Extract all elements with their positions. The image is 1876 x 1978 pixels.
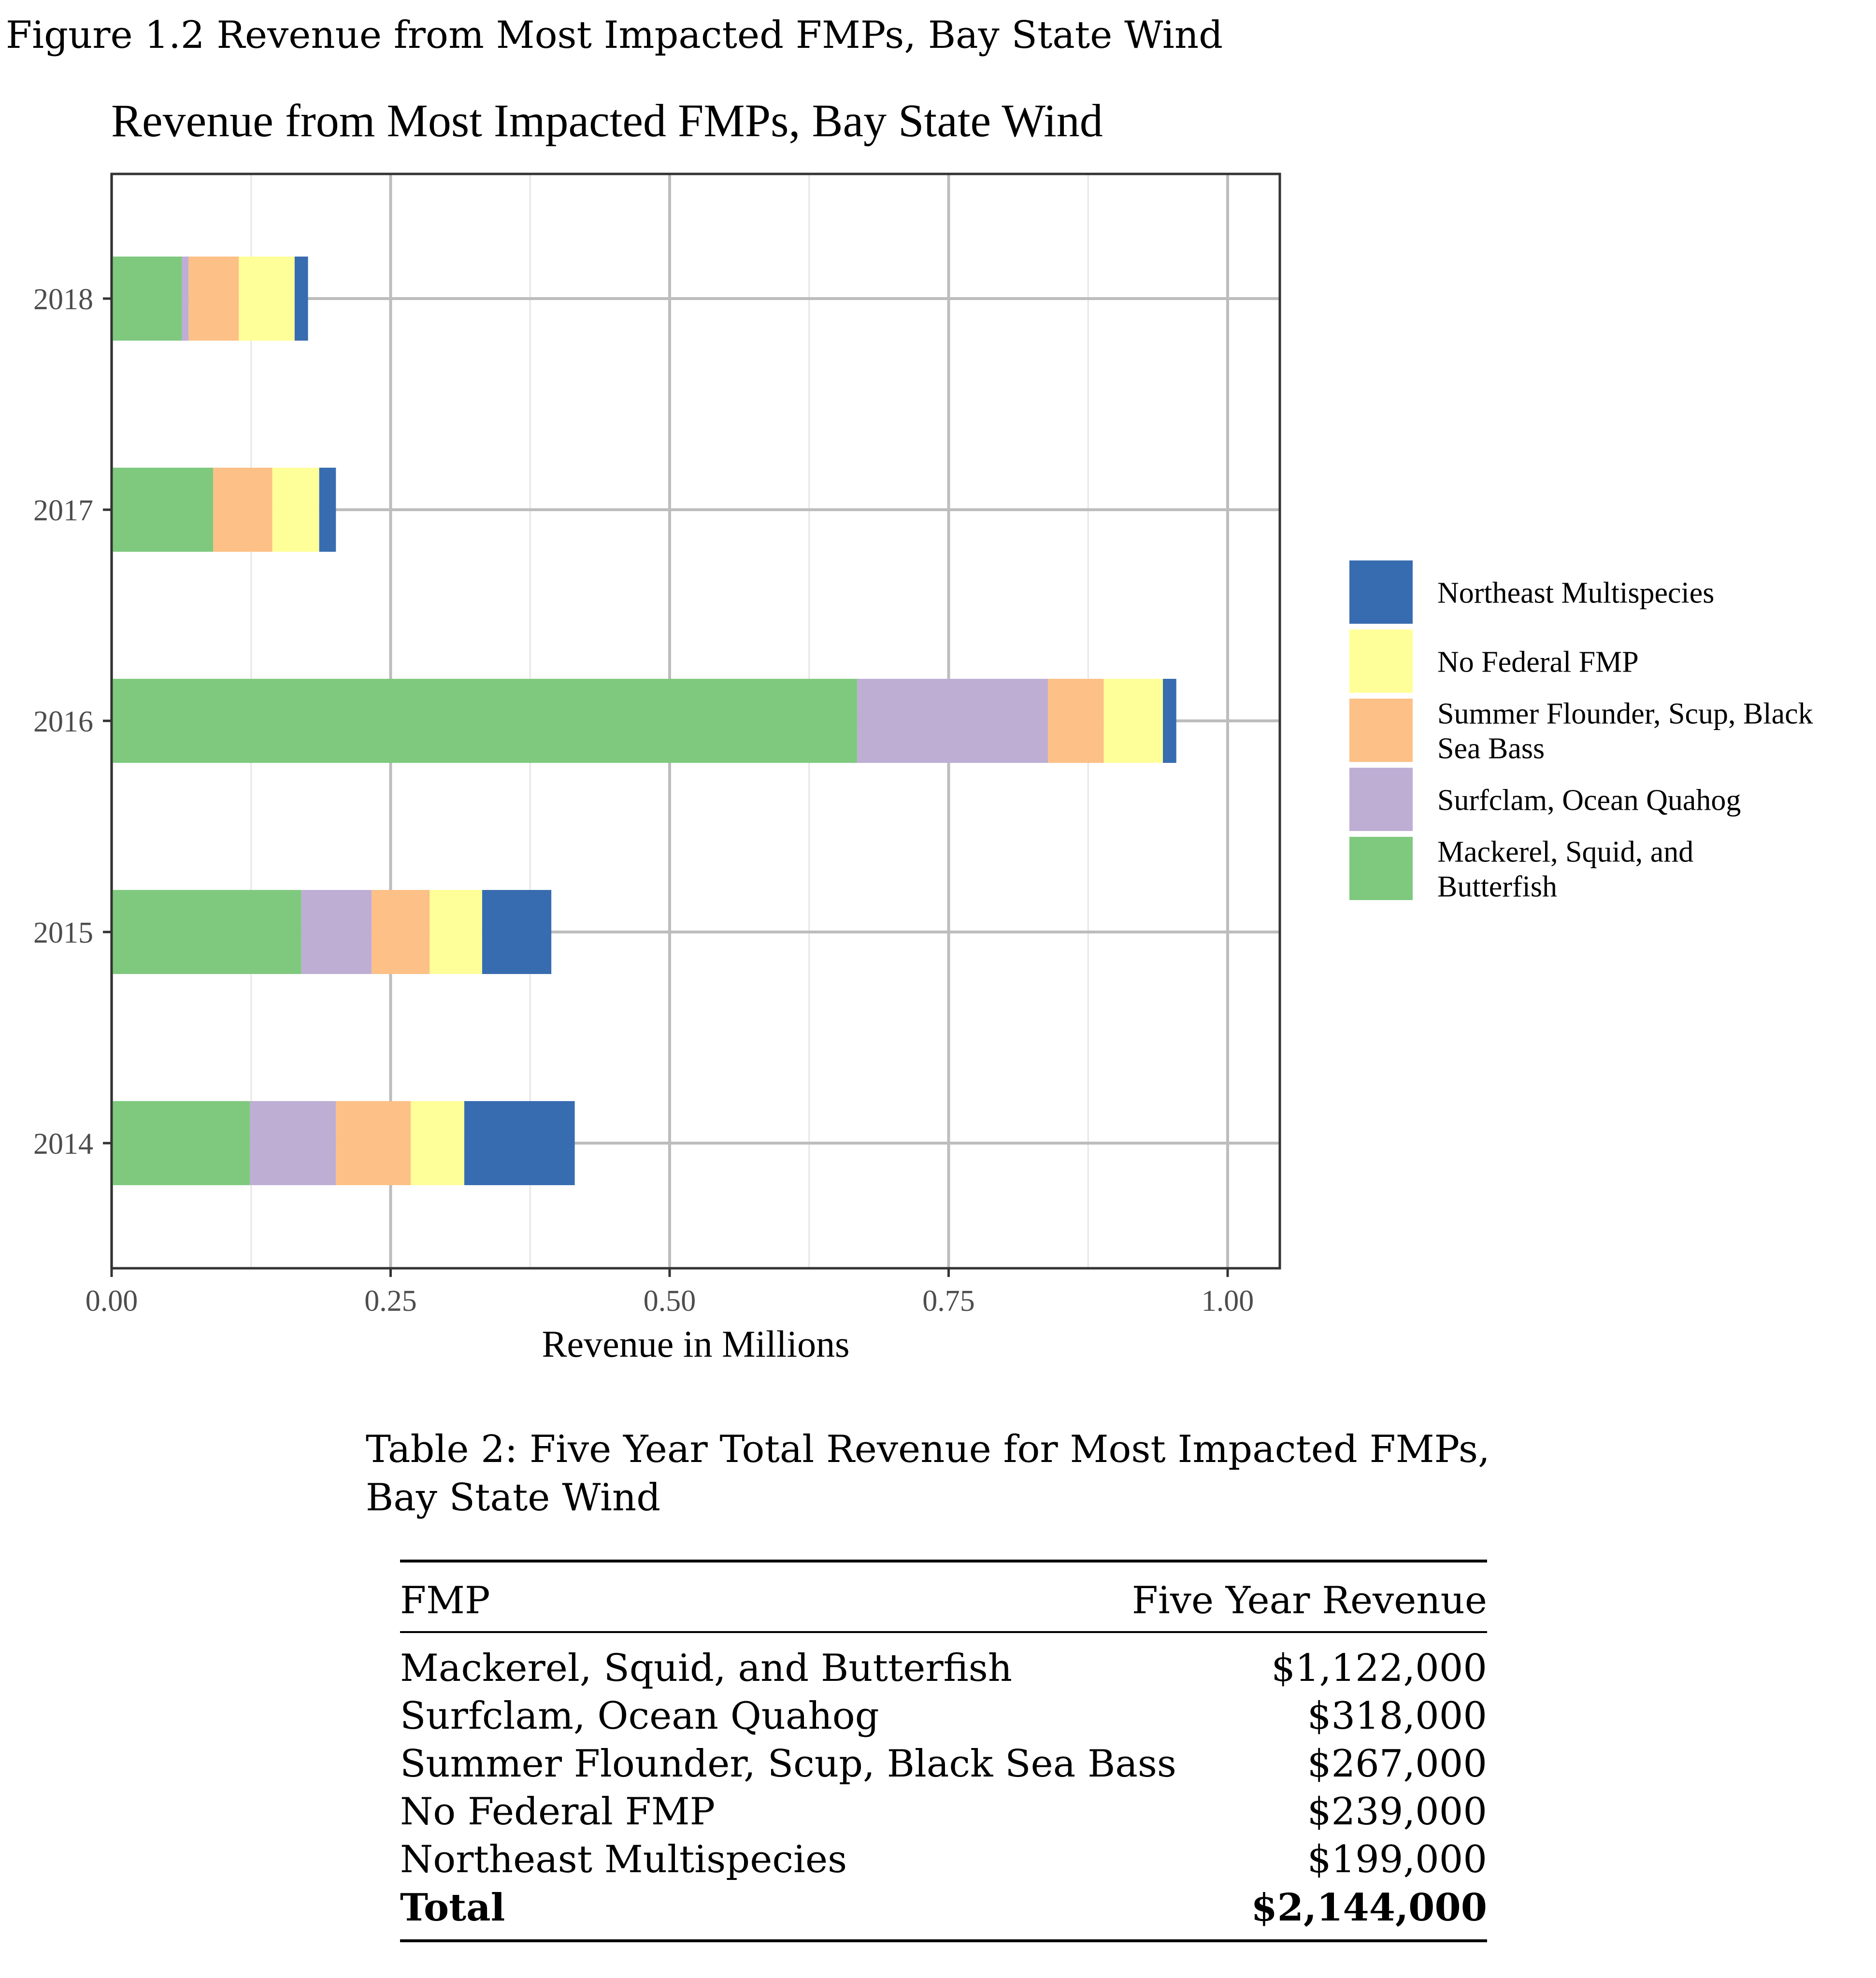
table-header-rule [400,1631,1487,1633]
bar-segment [188,257,239,341]
row-revenue: $1,122,000 [1271,1647,1487,1690]
bar-segment [372,890,430,974]
chart-title: Revenue from Most Impacted FMPs, Bay Sta… [111,95,1103,146]
legend-label: Northeast Multispecies [1437,577,1714,610]
row-fmp: Mackerel, Squid, and Butterfish [400,1647,1012,1690]
legend-key [1349,560,1413,624]
row-fmp: Northeast Multispecies [400,1838,847,1881]
total-value: $2,144,000 [1251,1886,1488,1930]
x-axis-label: Revenue in Millions [542,1323,850,1365]
row-revenue: $239,000 [1307,1790,1487,1834]
bar-segment [272,468,319,552]
bar-segment [182,257,189,341]
bar-segment [239,257,295,341]
legend-label: Mackerel, Squid, and [1437,836,1693,869]
bar-segment [294,257,308,341]
legend-key [1349,837,1413,900]
legend: Northeast Multispecies No Federal FMP Summ… [1349,560,1813,903]
x-tick-label: 0.25 [364,1285,417,1318]
bar-segment [112,679,858,763]
y-tick-label: 2017 [33,494,93,527]
bar-segment [112,890,301,974]
figure-caption: Figure 1.2 Revenue from Most Impacted FM… [6,14,1223,57]
legend-key [1349,768,1413,831]
bar-segment [411,1101,464,1185]
bar-segment [301,890,372,974]
bar-segment [430,890,482,974]
row-fmp: Surfclam, Ocean Quahog [400,1694,879,1738]
grid-lines [110,174,1280,1268]
row-fmp: Summer Flounder, Scup, Black Sea Bass [400,1742,1176,1786]
x-tick-label: 0.75 [922,1285,975,1318]
y-tick-label: 2015 [33,917,93,949]
bar-segment [857,679,1048,763]
bar-segment [250,1101,336,1185]
bar-segment [112,257,182,341]
x-tick-label: 0.00 [86,1285,138,1318]
row-revenue: $318,000 [1307,1694,1487,1738]
revenue-chart: Revenue from Most Impacted FMPs, Bay Sta… [33,95,1813,1365]
row-revenue: $267,000 [1307,1742,1487,1786]
x-tick-label: 0.50 [644,1285,696,1318]
legend-key [1349,699,1413,762]
bars [112,257,1176,1185]
table-bottom-rule [400,1939,1487,1942]
bar-segment [213,468,272,552]
header-five-year-revenue: Five Year Revenue [1131,1579,1487,1622]
bar-segment [464,1101,575,1185]
table-top-rule [400,1560,1487,1562]
x-tick-label: 1.00 [1202,1285,1254,1318]
legend-key [1349,630,1413,693]
bar-segment [1103,679,1163,763]
y-tick-label: 2016 [33,705,93,738]
axes: 2018 2017 2016 2015 2014 0.00 0.25 0.50 0.75 1.00 [33,283,1254,1318]
bar-segment [112,1101,250,1185]
legend-label: Summer Flounder, Scup, Black [1437,698,1813,731]
legend-label: Sea Bass [1437,732,1545,765]
legend-label: Butterfish [1437,871,1557,903]
row-revenue: $199,000 [1307,1838,1487,1881]
bar-segment [1048,679,1104,763]
bar-segment [336,1101,411,1185]
y-tick-label: 2014 [33,1128,93,1161]
row-fmp: No Federal FMP [400,1790,716,1834]
bar-segment [482,890,552,974]
bar-segment [112,468,214,552]
bar-segment [319,468,336,552]
legend-label: No Federal FMP [1437,646,1639,679]
bar-segment [1163,679,1176,763]
table-caption: Table 2: Five Year Total Revenue for Mos… [366,1428,1490,1519]
total-label: Total [400,1886,505,1930]
legend-label: Surfclam, Ocean Quahog [1437,784,1741,817]
header-fmp: FMP [400,1579,490,1622]
y-tick-label: 2018 [33,283,93,316]
